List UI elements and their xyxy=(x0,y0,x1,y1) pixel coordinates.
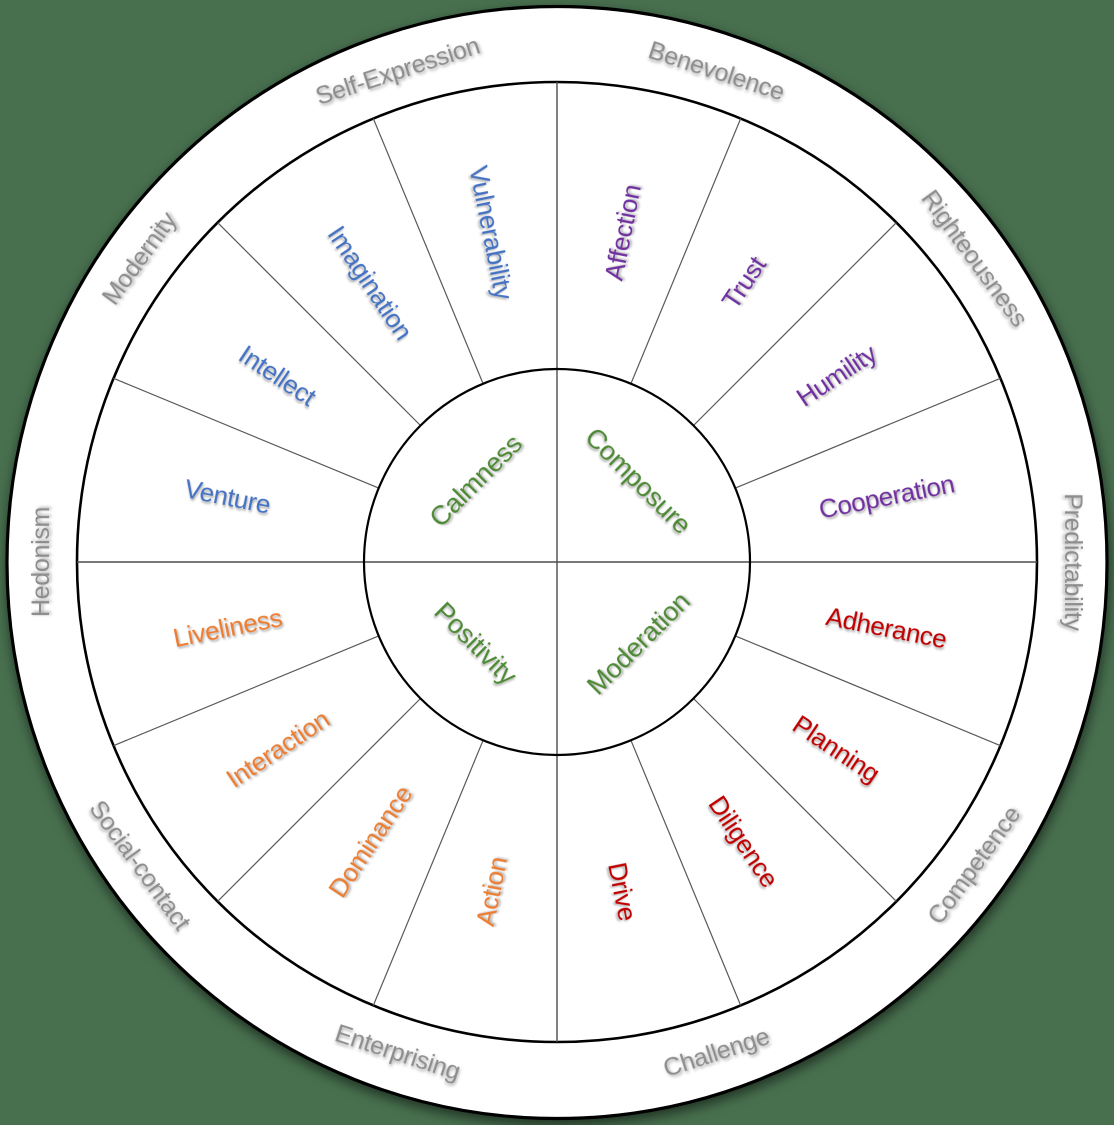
wedge-divider-line xyxy=(113,377,379,489)
wedge-divider-line xyxy=(630,740,742,1006)
outer-ring-label-predictability: Predictability xyxy=(1059,493,1087,631)
wedge-divider-line xyxy=(217,698,421,902)
wedge-divider-line xyxy=(735,635,1001,747)
wedge-divider-line xyxy=(372,740,484,1006)
outer-ring-label-hedonism: Hedonism xyxy=(27,507,55,617)
wedge-divider-line xyxy=(630,118,742,384)
wedge-divider-line xyxy=(113,635,379,747)
wedge-divider-line xyxy=(735,377,1001,489)
wedge-divider-line xyxy=(693,222,897,426)
wedge-divider-line xyxy=(372,118,484,384)
inner-core-circle xyxy=(362,367,752,757)
wedge-divider-line xyxy=(693,698,897,902)
wedge-divider-line xyxy=(217,222,421,426)
